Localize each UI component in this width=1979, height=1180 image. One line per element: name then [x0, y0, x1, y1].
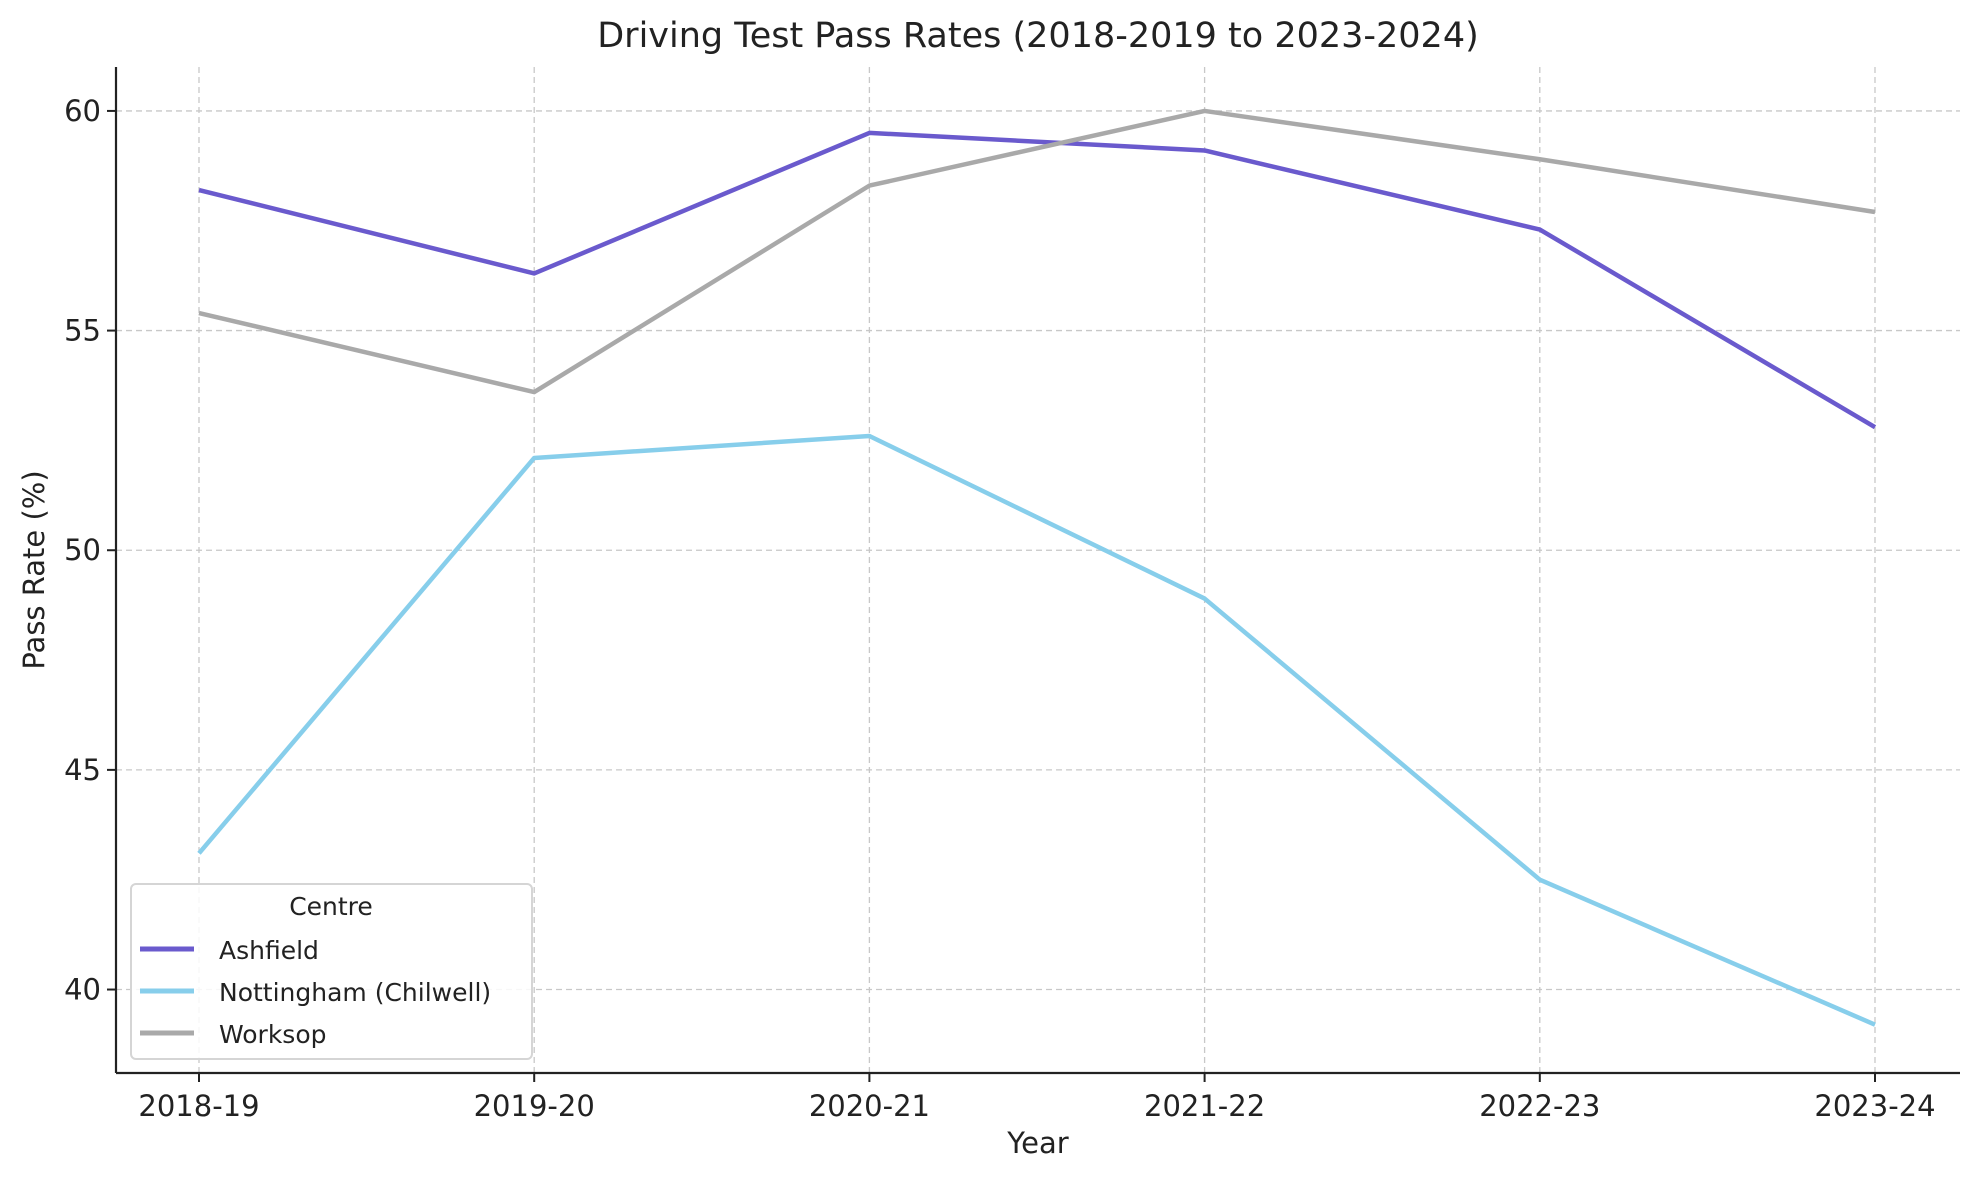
series-line-nottingham-chilwell — [197, 433, 1876, 1027]
y-tick-label: 45 — [64, 753, 101, 787]
x-tick-label: 2023-24 — [1814, 1089, 1935, 1123]
legend: Centre Ashfield Nottingham (Chilwell) Works… — [130, 883, 533, 1060]
x-axis-label: Year — [1006, 1126, 1068, 1160]
x-tick-label: 2020-21 — [809, 1089, 930, 1123]
grid — [116, 67, 1960, 1073]
x-tick-label: 2022-23 — [1479, 1089, 1600, 1123]
y-tick-label: 40 — [64, 973, 101, 1007]
y-tick-label: 55 — [64, 314, 101, 348]
series-line-ashfield — [198, 130, 1877, 430]
y-tick-label: 50 — [64, 533, 101, 567]
legend-label: Worksop — [219, 1020, 327, 1049]
x-tick-label: 2018-19 — [138, 1089, 259, 1123]
y-tick-label: 60 — [64, 94, 101, 128]
series-lines — [197, 108, 1877, 1027]
x-tick-label: 2019-20 — [474, 1089, 595, 1123]
legend-box — [130, 883, 533, 1060]
y-axis-label: Pass Rate (%) — [17, 470, 51, 669]
axes: 2018-19 2019-20 2020-21 2021-22 2022-23 2023-… — [64, 67, 1960, 1123]
legend-label: Nottingham (Chilwell) — [219, 978, 491, 1007]
legend-title: Centre — [289, 892, 373, 921]
series-line-worksop — [198, 108, 1876, 395]
x-tick-label: 2021-22 — [1144, 1089, 1265, 1123]
legend-label: Ashfield — [219, 936, 319, 965]
chart-title: Driving Test Pass Rates (2018-2019 to 20… — [597, 16, 1479, 56]
